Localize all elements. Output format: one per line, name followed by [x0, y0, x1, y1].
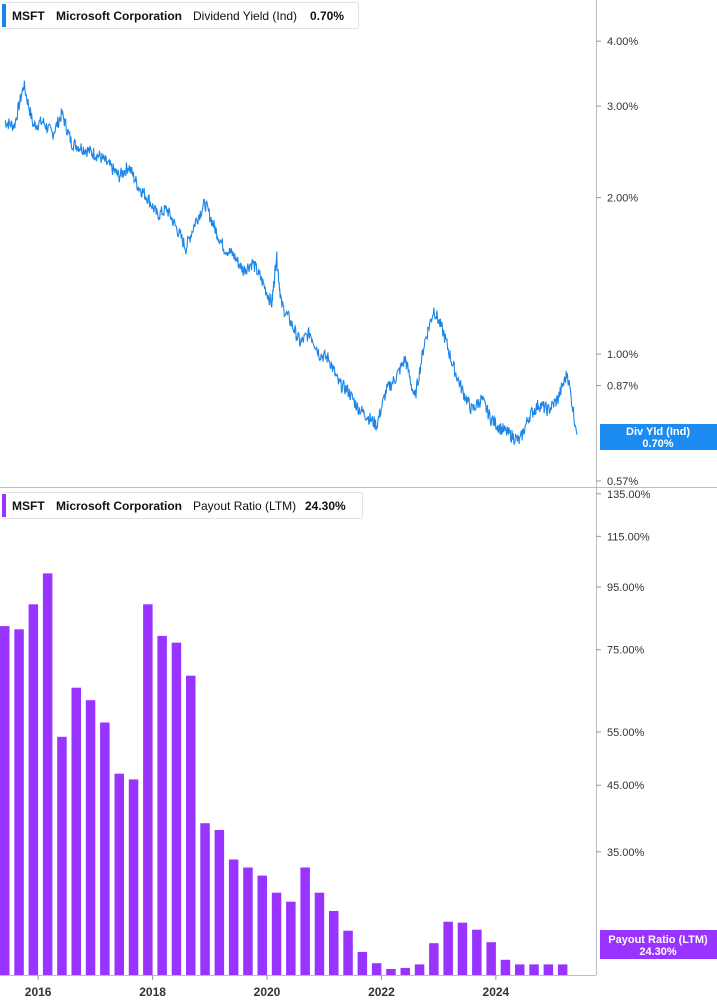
payout-bar-2021-03 [329, 911, 339, 975]
payout-bar-2022-09 [414, 964, 425, 975]
payout-marker-label: Payout Ratio (LTM) [608, 934, 708, 946]
yield-legend-metric: Dividend Yield (Ind) [193, 9, 297, 23]
payout-last-value-marker: Payout Ratio (LTM) 24.30% [600, 930, 717, 959]
x-tick-label-2024: 2024 [483, 985, 510, 999]
dividend-yield-series-line [4, 80, 578, 446]
payout-bar-2016-12 [85, 700, 96, 975]
payout-bar-2017-03 [100, 722, 110, 975]
x-tick-label-2020: 2020 [254, 985, 281, 999]
payout-bar-2016-09 [71, 687, 81, 975]
payout-bar-2019-12 [257, 875, 267, 975]
payout-bar-2021-06 [343, 930, 353, 975]
x-axis-ticks: 2016 2018 2020 2022 2024 [25, 975, 510, 999]
payout-bar-2016-03 [42, 573, 53, 975]
payout-legend-ticker: MSFT [12, 499, 45, 513]
payout-bar-2015-09 [14, 629, 24, 975]
payout-legend-value: 24.30% [305, 499, 346, 513]
dividend-yield-panel: 4.00% 3.00% 2.00% 1.00% 0.87% 0.57% MSFT Micr… [2, 2, 717, 488]
payout-bar-2020-12 [314, 892, 325, 975]
payout-legend: MSFT Microsoft Corporation Payout Ratio … [2, 492, 363, 519]
payout-ratio-panel: 135.00% 115.00% 95.00% 75.00% 55.00% 45.00% 35… [0, 489, 717, 975]
payout-bar-2018-06 [171, 642, 182, 975]
yield-marker-value: 0.70% [642, 438, 673, 450]
payout-bar-2017-06 [114, 773, 124, 975]
x-tick-label-2022: 2022 [368, 985, 395, 999]
payout-bar-2025-03 [557, 964, 568, 975]
payout-bar-2022-06 [400, 967, 410, 975]
yield-y-tick-label-4: 0.87% [607, 381, 638, 393]
payout-bar-2024-12 [543, 964, 554, 975]
payout-bar-2018-12 [200, 823, 210, 975]
payout-bar-2020-06 [286, 901, 296, 975]
payout-bar-2018-09 [186, 675, 196, 975]
payout-bar-2017-09 [128, 779, 139, 975]
yield-marker-label: Div Yld (Ind) [626, 426, 690, 438]
yield-last-value-marker: Div Yld (Ind) 0.70% [600, 424, 717, 450]
payout-bar-2024-06 [515, 964, 525, 975]
payout-y-tick-label-2: 95.00% [607, 582, 645, 594]
payout-y-tick-label-3: 75.00% [607, 645, 645, 657]
payout-bar-2023-12 [486, 942, 496, 975]
payout-bar-2021-12 [371, 963, 382, 975]
payout-bar-2023-06 [457, 922, 468, 975]
yield-legend-company: Microsoft Corporation [56, 9, 182, 23]
payout-y-tick-label-5: 45.00% [607, 780, 645, 792]
payout-y-tick-label-4: 55.00% [607, 727, 645, 739]
payout-bar-2022-03 [386, 969, 396, 975]
x-tick-label-2018: 2018 [139, 985, 166, 999]
yield-y-tick-label-1: 3.00% [607, 101, 638, 113]
payout-bar-2020-03 [271, 892, 282, 975]
payout-bar-2015-12 [28, 604, 39, 975]
payout-bar-2016-06 [57, 736, 67, 975]
yield-y-tick-label-3: 1.00% [607, 349, 638, 361]
payout-bar-2022-12 [429, 943, 439, 975]
payout-y-axis-ticks: 135.00% 115.00% 95.00% 75.00% 55.00% 45.00% 35… [596, 489, 651, 859]
yield-y-tick-label-2: 2.00% [607, 193, 638, 205]
yield-legend-value: 0.70% [310, 9, 344, 23]
payout-bar-2019-09 [243, 867, 253, 975]
payout-bar-2023-09 [472, 929, 482, 975]
payout-y-tick-label-6: 35.00% [607, 847, 645, 859]
yield-legend-ticker: MSFT [12, 9, 45, 23]
payout-legend-swatch [2, 494, 6, 517]
payout-bar-2024-03 [500, 959, 511, 975]
payout-legend-company: Microsoft Corporation [56, 499, 182, 513]
payout-legend-metric: Payout Ratio (LTM) [193, 499, 296, 513]
yield-y-axis-ticks: 4.00% 3.00% 2.00% 1.00% 0.87% 0.57% [596, 36, 638, 488]
payout-bar-2018-03 [157, 635, 167, 975]
payout-bar-2023-03 [443, 921, 453, 975]
yield-y-tick-label-5: 0.57% [607, 476, 638, 488]
payout-marker-value: 24.30% [639, 946, 677, 958]
payout-bar-2017-12 [143, 604, 153, 975]
payout-bar-2019-03 [214, 830, 225, 975]
payout-bar-2024-09 [529, 964, 539, 975]
payout-bar-2020-09 [300, 867, 310, 975]
x-tick-label-2016: 2016 [25, 985, 52, 999]
payout-y-tick-label-1: 115.00% [607, 531, 650, 543]
payout-bar-2019-06 [228, 859, 239, 975]
payout-bar-2015-06 [0, 626, 10, 975]
yield-legend-swatch [2, 4, 6, 27]
payout-y-tick-label-0: 135.00% [607, 489, 651, 501]
yield-y-tick-label-0: 4.00% [607, 36, 638, 48]
yield-legend: MSFT Microsoft Corporation Dividend Yiel… [2, 2, 359, 29]
payout-bar-2021-09 [357, 951, 368, 975]
payout-ratio-bars [0, 573, 568, 975]
